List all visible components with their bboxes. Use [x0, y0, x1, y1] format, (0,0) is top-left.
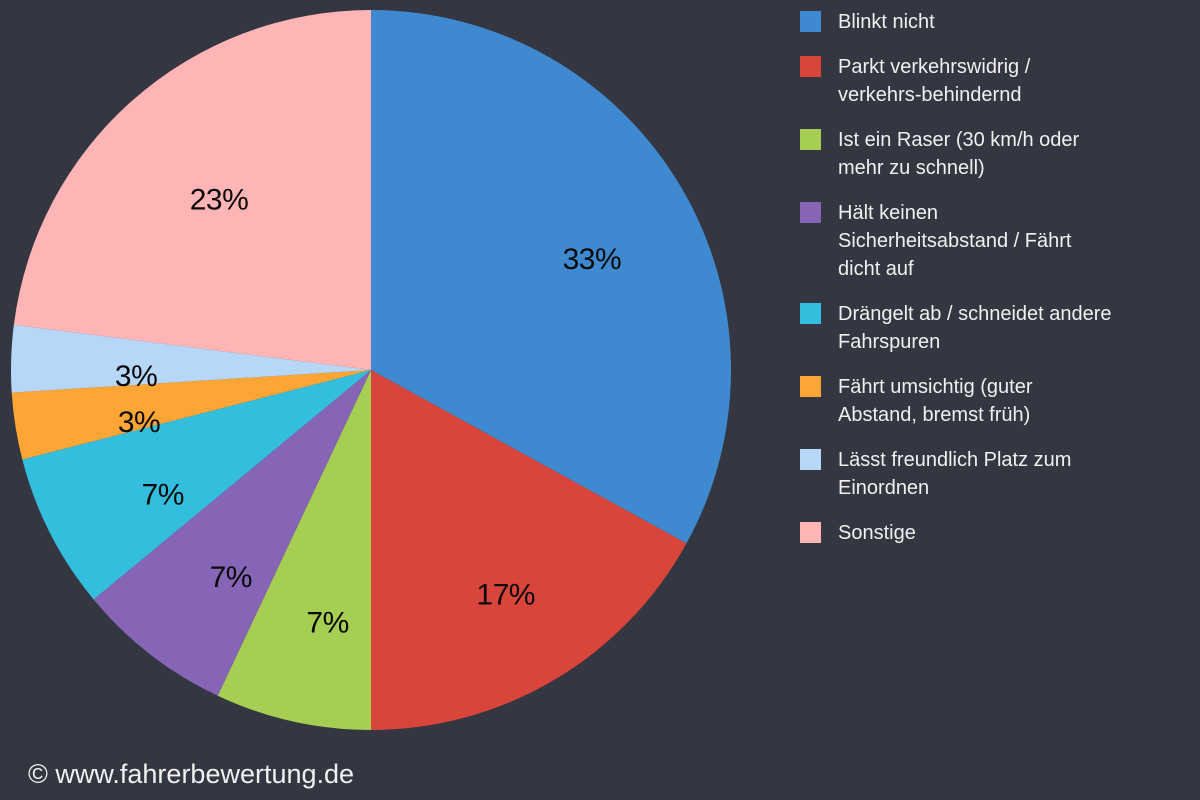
legend-item-draengelt-ab: Drängelt ab / schneidet andere Fahrspure… [800, 300, 1172, 356]
legend-item-parkt-verkehrswidrig: Parkt verkehrswidrig / verkehrs-behinder… [800, 53, 1172, 109]
pie-slice-label: 17% [476, 578, 535, 611]
pie-slice [13, 10, 372, 370]
legend-label: Fährt umsichtig (guter Abstand, bremst f… [838, 376, 1033, 426]
legend-item-laesst-platz: Lässt freundlich Platz zum Einordnen [800, 446, 1172, 502]
pie-slice-label: 3% [115, 360, 157, 393]
pie-slice-label: 7% [210, 561, 252, 594]
pie-slice [11, 324, 371, 393]
legend-item-faehrt-umsichtig: Fährt umsichtig (guter Abstand, bremst f… [800, 373, 1172, 429]
pie-slice [371, 10, 731, 544]
legend-label: Ist ein Raser (30 km/h oder mehr zu schn… [838, 129, 1080, 179]
legend-label: Sonstige [838, 522, 916, 544]
legend-swatch-icon [800, 11, 821, 32]
legend-swatch-icon [800, 449, 821, 470]
legend-swatch-icon [800, 202, 821, 223]
legend-label: Parkt verkehrswidrig / verkehrs-behinder… [838, 56, 1031, 106]
pie-slice-label: 7% [142, 479, 184, 512]
legend-swatch-icon [800, 376, 821, 397]
pie-slice [217, 370, 371, 730]
pie-slice [11, 370, 372, 460]
legend-swatch-icon [800, 522, 821, 543]
pie-slice-label: 7% [306, 607, 348, 640]
copyright-credit: © www.fahrerbewertung.de [28, 759, 355, 789]
pie-slice-label: 23% [190, 184, 249, 217]
pie-slice-label: 3% [118, 406, 160, 439]
legend-label: Drängelt ab / schneidet andere Fahrspure… [838, 303, 1112, 353]
legend-label: Lässt freundlich Platz zum Einordnen [838, 449, 1072, 499]
pie-slice-label: 33% [563, 243, 622, 276]
legend-label: Blinkt nicht [838, 11, 935, 33]
pie-slice [22, 370, 372, 600]
legend-item-sicherheitsabstand: Hält keinen Sicherheitsabstand / Fährt d… [800, 199, 1172, 283]
legend: Blinkt nicht Parkt verkehrswidrig / verk… [800, 8, 1172, 547]
legend-label: Hält keinen Sicherheitsabstand / Fährt d… [838, 202, 1072, 280]
legend-swatch-icon [800, 303, 821, 324]
legend-swatch-icon [800, 56, 821, 77]
pie-slice [93, 370, 372, 696]
legend-swatch-icon [800, 129, 821, 150]
legend-item-raser: Ist ein Raser (30 km/h oder mehr zu schn… [800, 126, 1172, 182]
legend-item-sonstige: Sonstige [800, 519, 1172, 547]
pie-slice [371, 370, 687, 730]
legend-item-blinkt-nicht: Blinkt nicht [800, 8, 1172, 36]
